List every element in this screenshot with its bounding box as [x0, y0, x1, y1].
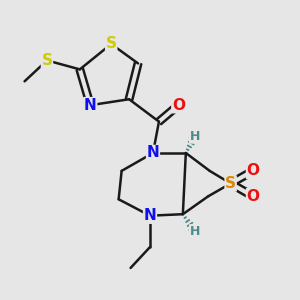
Text: O: O	[247, 189, 260, 204]
Text: S: S	[41, 53, 52, 68]
Text: N: N	[84, 98, 97, 113]
Text: O: O	[172, 98, 185, 113]
Text: O: O	[247, 164, 260, 178]
Text: S: S	[106, 37, 117, 52]
Text: N: N	[147, 146, 159, 160]
Text: H: H	[190, 130, 200, 143]
Text: N: N	[144, 208, 156, 223]
Text: S: S	[225, 176, 236, 191]
Text: H: H	[190, 225, 200, 238]
